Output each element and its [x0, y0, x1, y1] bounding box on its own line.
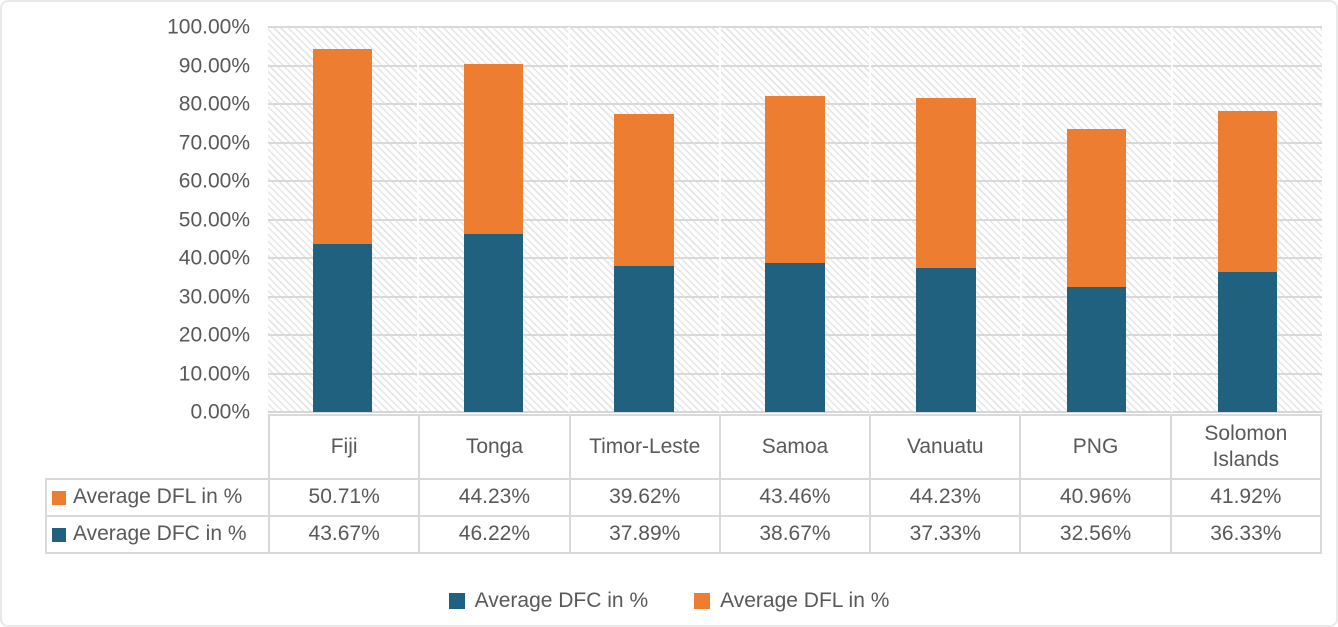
series-label-cell: Average DFC in %: [45, 515, 270, 554]
legend-swatch-icon: [694, 593, 711, 609]
value-cell: 41.92%: [1169, 478, 1323, 517]
legend-label: Average DFL in %: [720, 589, 890, 612]
value-cell: 39.62%: [568, 478, 721, 517]
bar-segment[interactable]: [765, 263, 825, 412]
value-cell: 43.46%: [718, 478, 872, 517]
category-column: [869, 27, 1020, 412]
bar-segment[interactable]: [614, 266, 674, 412]
y-axis-tick-label: 50.00%: [178, 208, 250, 231]
category-header-cell: Vanuatu: [869, 414, 1022, 480]
gridline: [268, 64, 1322, 67]
stacked-bar[interactable]: [1066, 27, 1127, 412]
bar-segment[interactable]: [1217, 272, 1278, 412]
bar-segment[interactable]: [1066, 286, 1127, 412]
bar-segment[interactable]: [1217, 110, 1278, 273]
value-cell: 37.33%: [869, 515, 1022, 554]
category-header-cell: Samoa: [718, 414, 872, 480]
legend-swatch-icon: [448, 593, 465, 609]
table-header-row: Fiji Tonga Timor-Leste Samoa Vanuatu PNG Solom…: [46, 414, 1323, 480]
category-column: [1171, 27, 1322, 412]
stacked-bar[interactable]: [1217, 27, 1278, 412]
value-cell: 44.23%: [869, 478, 1022, 517]
category-column: [416, 27, 568, 412]
bar-columns: [268, 27, 1322, 412]
category-header-cell: Tonga: [418, 414, 571, 480]
y-axis-tick-label: 70.00%: [178, 131, 250, 154]
gridline: [268, 411, 1322, 413]
y-axis-tick-label: 60.00%: [178, 169, 250, 193]
table-corner-cell: [46, 415, 269, 479]
bar-segment[interactable]: [312, 243, 373, 412]
series-label: Average DFC in %: [52, 521, 267, 547]
value-cell: 37.89%: [568, 515, 721, 554]
category-column: [567, 27, 719, 412]
legend-label: Average DFC in %: [474, 589, 649, 612]
y-axis-tick-label: 20.00%: [178, 323, 250, 347]
value-cell: 46.22%: [418, 515, 571, 554]
category-header-cell: Fiji: [267, 414, 421, 480]
y-axis-tick-label: 100.00%: [167, 15, 250, 39]
value-cell: 32.56%: [1019, 515, 1172, 554]
legend-item[interactable]: Average DFL in %: [694, 589, 889, 613]
series-swatch-icon: [52, 490, 66, 505]
stacked-bar[interactable]: [312, 27, 373, 412]
category-header-cell: PNG: [1019, 414, 1172, 480]
category-column: [718, 27, 870, 412]
series-label-text: Average DFC in %: [73, 522, 247, 546]
y-axis-tick-label: 90.00%: [178, 54, 250, 77]
table-row: Average DFL in % 50.71% 44.23% 39.62% 43.46%…: [45, 478, 1323, 517]
bar-segment[interactable]: [916, 268, 976, 412]
series-label: Average DFL in %: [52, 484, 267, 510]
y-axis-tick-label: 10.00%: [178, 362, 250, 385]
series-label-cell: Average DFL in %: [45, 478, 270, 517]
legend: Average DFC in % Average DFL in %: [2, 583, 1336, 619]
category-column: [268, 27, 417, 412]
bar-segment[interactable]: [916, 98, 976, 269]
data-table: Fiji Tonga Timor-Leste Samoa Vanuatu PNG Solom…: [45, 414, 1323, 554]
stacked-bar[interactable]: [463, 27, 524, 412]
bar-segment[interactable]: [765, 95, 825, 264]
stacked-bar[interactable]: [916, 27, 976, 412]
y-axis-tick-label: 0.00%: [190, 400, 250, 424]
bar-segment[interactable]: [463, 234, 524, 412]
table-row: Average DFC in % 43.67% 46.22% 37.89% 38.67%…: [45, 515, 1323, 554]
series-label-text: Average DFL in %: [73, 485, 243, 509]
gridline: [268, 26, 1322, 28]
stacked-bar[interactable]: [614, 27, 674, 412]
value-cell: 38.67%: [718, 515, 872, 554]
plot-area: [268, 26, 1322, 413]
stacked-bar[interactable]: [765, 27, 825, 412]
value-cell: 36.33%: [1169, 515, 1323, 554]
category-header-cell: Timor-Leste: [568, 414, 721, 480]
value-cell: 50.71%: [267, 478, 421, 517]
series-swatch-icon: [52, 527, 66, 542]
bar-segment[interactable]: [463, 63, 524, 235]
legend-item[interactable]: Average DFC in %: [448, 589, 649, 613]
bar-segment[interactable]: [614, 113, 674, 267]
bar-segment[interactable]: [1066, 128, 1127, 287]
value-cell: 43.67%: [267, 515, 421, 554]
y-axis-tick-label: 40.00%: [178, 246, 250, 270]
value-cell: 40.96%: [1019, 478, 1172, 517]
y-axis-tick-label: 30.00%: [178, 285, 250, 308]
category-column: [1020, 27, 1171, 412]
value-cell: 44.23%: [418, 478, 571, 517]
y-axis-tick-label: 80.00%: [178, 92, 250, 116]
bar-segment[interactable]: [312, 48, 373, 244]
y-axis: 100.00% 90.00% 80.00% 70.00% 60.00% 50.00% 40.…: [2, 17, 250, 423]
category-header-cell: Solomon Islands: [1169, 414, 1323, 480]
